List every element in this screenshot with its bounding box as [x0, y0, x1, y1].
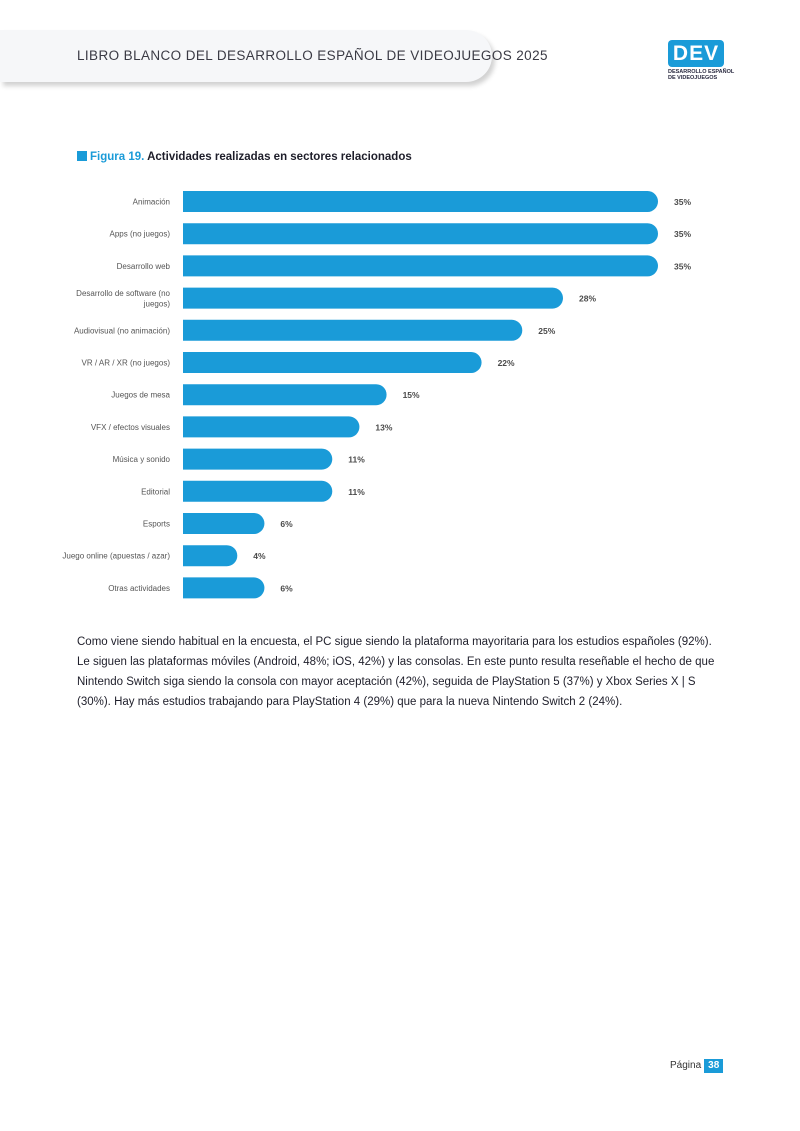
value-label: 13%	[375, 422, 392, 432]
value-label: 28%	[579, 294, 596, 304]
category-label: VR / AR / XR (no juegos)	[82, 359, 171, 368]
value-label: 22%	[498, 358, 515, 368]
value-label: 4%	[253, 551, 266, 561]
category-label: Otras actividades	[108, 584, 170, 593]
page-footer: Página 38	[670, 1059, 724, 1073]
logo-text-line1: DESARROLLO ESPAÑOL	[668, 69, 735, 75]
bar	[183, 319, 523, 341]
bar	[183, 384, 387, 406]
bar	[183, 545, 238, 567]
bar	[183, 416, 360, 438]
bar	[183, 255, 658, 277]
bar	[183, 191, 658, 212]
category-label: VFX / efectos visuales	[91, 423, 170, 432]
bar	[183, 577, 265, 599]
category-label: Apps (no juegos)	[110, 230, 171, 239]
bar	[183, 287, 563, 309]
figure-square-icon	[77, 151, 87, 161]
category-label: Juego online (apuestas / azar)	[62, 552, 170, 561]
value-label: 11%	[348, 455, 365, 465]
bar	[183, 448, 333, 470]
body-paragraph: Como viene siendo habitual en la encuest…	[77, 636, 715, 708]
category-label: Desarrollo de software (no juegos)	[76, 289, 170, 309]
value-label: 35%	[674, 197, 691, 207]
value-label: 25%	[538, 326, 555, 336]
bar-chart: 35% Animación 35% Apps (no juegos) 35% Desarr…	[62, 191, 691, 599]
logo-text-line2: DE VIDEOJUEGOS	[668, 75, 718, 81]
bar	[183, 480, 333, 502]
page-number: 38	[704, 1059, 724, 1073]
category-label: Desarrollo web	[117, 262, 171, 271]
logo-mark: DEV	[668, 40, 724, 67]
value-label: 35%	[674, 229, 691, 239]
dev-logo: DEV DESARROLLO ESPAÑOL DE VIDEOJUEGOS	[664, 40, 735, 84]
category-label: Audiovisual (no animación)	[74, 326, 170, 335]
bar	[183, 223, 658, 245]
figure-caption: Figura 19. Actividades realizadas en sec…	[77, 151, 412, 163]
value-label: 15%	[403, 390, 420, 400]
figure-title: Actividades realizadas en sectores relac…	[147, 151, 412, 163]
category-label: Juegos de mesa	[111, 391, 170, 400]
category-label: Esports	[143, 520, 170, 529]
figure-label: Figura 19.	[90, 151, 145, 163]
category-label: Animación	[133, 198, 170, 207]
header-tab	[0, 30, 492, 82]
category-label: Música y sonido	[113, 455, 171, 464]
value-label: 6%	[280, 519, 293, 529]
value-label: 11%	[348, 487, 365, 497]
value-label: 6%	[280, 583, 293, 593]
bar	[183, 513, 265, 534]
bar	[183, 352, 482, 373]
document-title: LIBRO BLANCO DEL DESARROLLO ESPAÑOL DE V…	[77, 48, 548, 63]
category-label: Editorial	[141, 487, 170, 496]
value-label: 35%	[674, 261, 691, 271]
page-label: Página	[670, 1060, 702, 1071]
